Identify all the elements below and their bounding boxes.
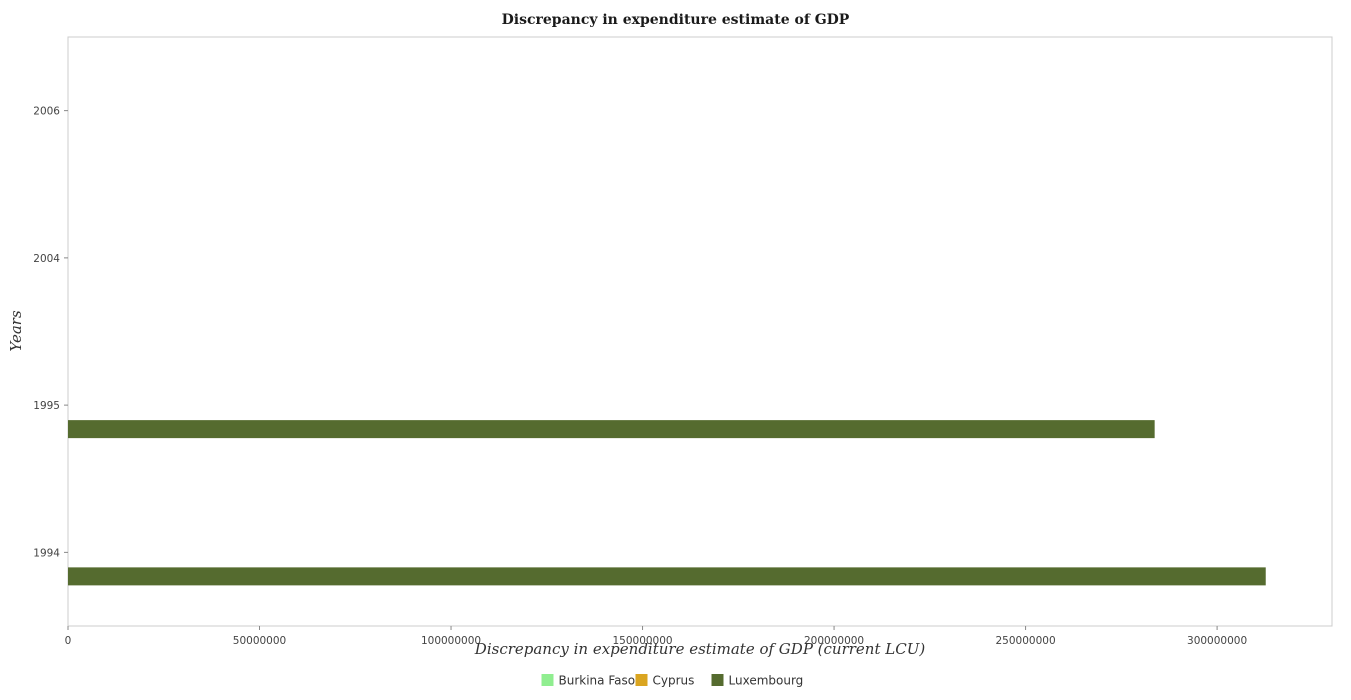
x-tick-label: 100000000: [421, 635, 481, 647]
x-axis-label: Discrepancy in expenditure estimate of G…: [474, 640, 926, 658]
legend: Burkina Faso Cyprus Luxembourg: [541, 674, 804, 688]
legend-swatch: [635, 674, 648, 686]
chart-title: Discrepancy in expenditure estimate of G…: [502, 12, 850, 28]
x-ticks: 0 50000000 100000000 150000000 200000000 2500…: [65, 626, 1247, 647]
x-tick-label: 200000000: [804, 635, 864, 647]
legend-swatch: [711, 674, 724, 686]
legend-label: Cyprus: [653, 674, 695, 688]
x-tick-label: 250000000: [996, 635, 1056, 647]
bar-luxembourg-1995: [68, 420, 1155, 439]
y-tick-label: 1994: [33, 547, 60, 559]
x-tick-label: 0: [65, 635, 72, 647]
legend-label: Luxembourg: [729, 674, 804, 688]
x-tick-label: 150000000: [612, 635, 672, 647]
x-tick-label: 50000000: [233, 635, 286, 647]
y-axis-label: Years: [7, 310, 25, 352]
y-ticks: 1994 1995 2004 2006: [33, 106, 68, 559]
bars-layer: [68, 420, 1266, 586]
y-tick-label: 1995: [33, 400, 60, 412]
y-tick-label: 2004: [33, 253, 60, 265]
plot-area: [67, 36, 1333, 627]
bar-luxembourg-1994: [68, 567, 1266, 586]
x-tick-label: 300000000: [1187, 635, 1247, 647]
y-tick-label: 2006: [33, 106, 60, 118]
legend-swatch: [541, 674, 554, 686]
legend-label: Burkina Faso: [559, 674, 636, 688]
